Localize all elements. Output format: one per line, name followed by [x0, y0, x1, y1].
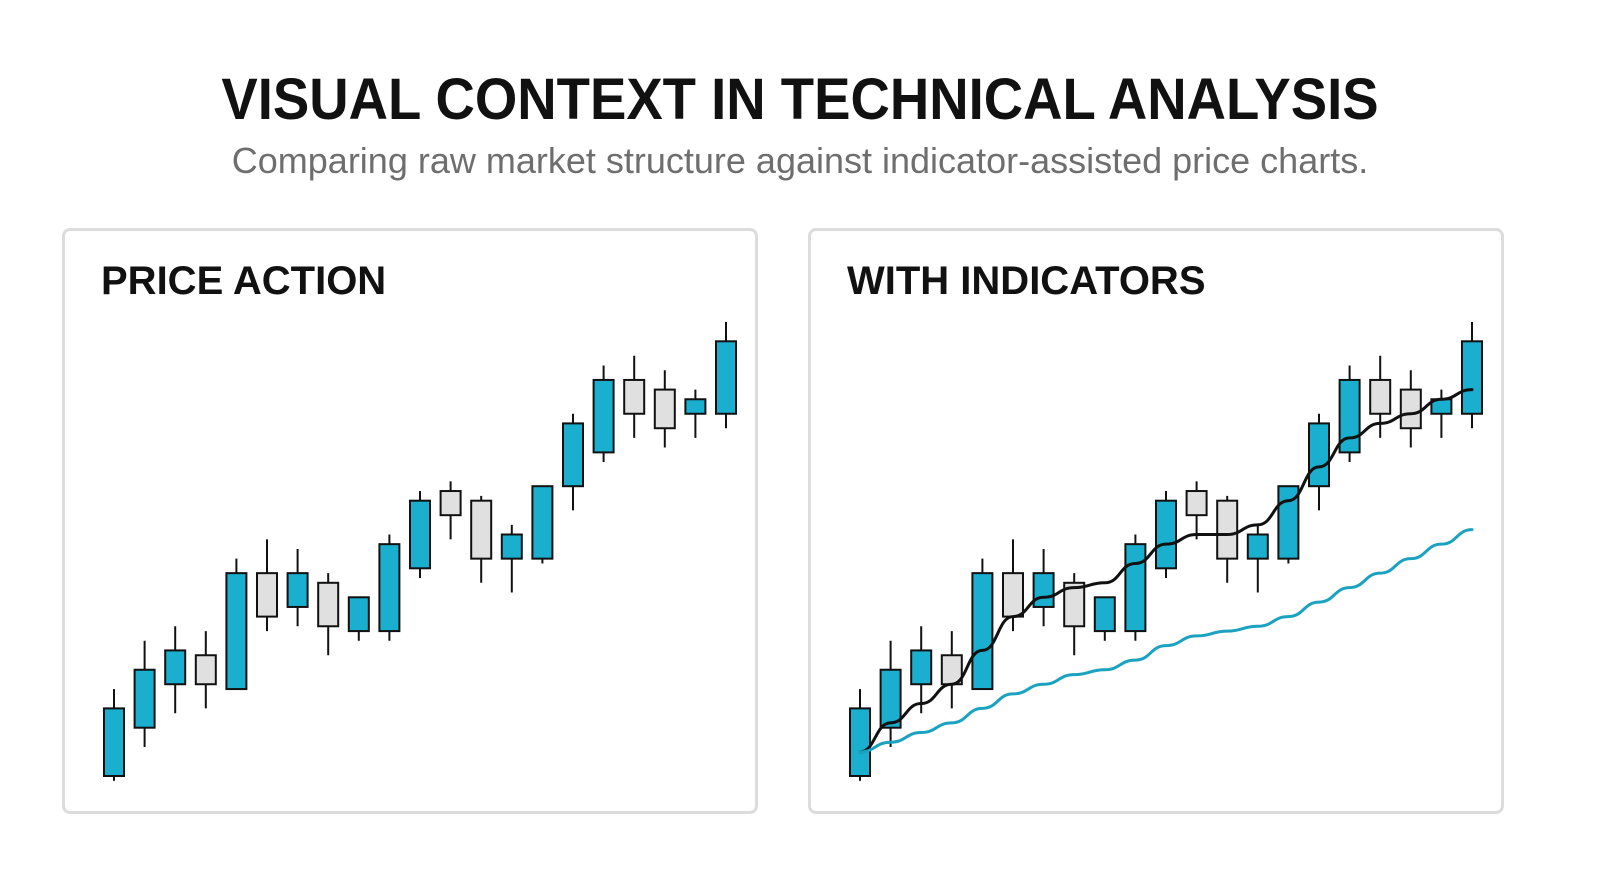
candlestick [286, 548, 309, 627]
bullish-candle-body [849, 707, 871, 778]
candlestick [194, 631, 217, 709]
bullish-candle-body [103, 707, 125, 778]
candlestick [1124, 534, 1147, 641]
candlestick [1093, 596, 1116, 641]
bullish-candle-body [1032, 572, 1055, 608]
candlestick [592, 365, 615, 463]
candlestick [623, 355, 646, 438]
bearish-candle-body [439, 490, 462, 517]
candlestick [470, 495, 493, 583]
bullish-candle-body [286, 572, 309, 608]
candlestick [133, 640, 156, 748]
candlestick [684, 389, 707, 438]
candlestick [1399, 370, 1422, 448]
bullish-candle-body [133, 668, 156, 729]
bullish-candle-body [409, 499, 431, 570]
price-action-chart [103, 321, 737, 781]
bearish-candle-body [1185, 490, 1208, 517]
bullish-candle-body [1308, 422, 1330, 488]
candlestick [347, 596, 370, 641]
bullish-candle-body [1155, 499, 1177, 570]
bearish-candle-body [653, 388, 676, 430]
bullish-candle-body [879, 668, 902, 729]
bullish-candle-body [971, 572, 994, 691]
candlestick [849, 689, 871, 781]
candlestick [971, 558, 994, 691]
bearish-candle-body [317, 581, 340, 628]
with-indicators-chart [849, 321, 1483, 781]
candlestick [940, 631, 963, 709]
bullish-candle-body [1461, 340, 1483, 415]
candlestick [103, 689, 125, 781]
price-action-panel: PRICE ACTION [62, 228, 758, 814]
candlestick [1216, 495, 1239, 583]
bullish-candle-body [164, 649, 187, 686]
page-title: VISUAL CONTEXT IN TECHNICAL ANALYSIS [221, 67, 1379, 132]
candlestick [910, 626, 933, 714]
candlestick [378, 534, 401, 641]
candlestick [1338, 365, 1361, 463]
bullish-candle-body [531, 485, 554, 560]
price-action-title: PRICE ACTION [101, 259, 387, 303]
bullish-candle-body [347, 596, 370, 633]
candlestick [1461, 321, 1483, 429]
candlestick [256, 539, 278, 632]
bullish-candle-body [684, 398, 707, 415]
candlestick [1246, 524, 1269, 593]
bullish-candle-body [1338, 378, 1361, 454]
candlestick [317, 573, 340, 656]
candlestick [1308, 413, 1330, 511]
slow-moving-average-line [858, 528, 1474, 754]
bullish-candle-body [1246, 533, 1269, 560]
candlestick [715, 321, 737, 429]
fast-moving-average-line [858, 388, 1474, 754]
page-subtitle: Comparing raw market structure against i… [231, 140, 1369, 181]
candlestick [1185, 481, 1208, 540]
bullish-candle-body [1277, 485, 1300, 560]
candlestick [879, 640, 902, 748]
bullish-candle-body [378, 543, 401, 633]
bearish-candle-body [623, 378, 646, 415]
bullish-candle-body [562, 422, 584, 488]
candlestick [439, 481, 462, 540]
bullish-candle-body [500, 533, 523, 560]
bullish-candle-body [1124, 543, 1147, 633]
candlestick [1277, 485, 1300, 564]
bearish-candle-body [1002, 572, 1024, 618]
bearish-candle-body [1063, 581, 1086, 628]
candlestick [164, 626, 187, 714]
candlestick [1063, 573, 1086, 656]
bearish-candle-body [1369, 378, 1392, 415]
bearish-candle-body [1216, 499, 1239, 560]
bearish-candle-body [470, 499, 493, 560]
bullish-candle-body [910, 649, 933, 686]
candlestick [562, 413, 584, 511]
candlestick [653, 370, 676, 448]
candlestick [531, 485, 554, 564]
bearish-candle-body [194, 654, 217, 686]
bullish-candle-body [225, 572, 248, 691]
bearish-candle-body [256, 572, 278, 618]
candlestick [1032, 548, 1055, 627]
bullish-candle-body [592, 378, 615, 454]
with-indicators-title: WITH INDICATORS [847, 259, 1206, 303]
candlestick [1155, 491, 1177, 578]
candlestick [225, 558, 248, 691]
candlestick [500, 524, 523, 593]
bearish-candle-body [1399, 388, 1422, 430]
candlestick [1430, 389, 1453, 438]
bullish-candle-body [1093, 596, 1116, 633]
with-indicators-panel: WITH INDICATORS [808, 228, 1504, 814]
candlestick [409, 491, 431, 578]
bullish-candle-body [715, 340, 737, 415]
